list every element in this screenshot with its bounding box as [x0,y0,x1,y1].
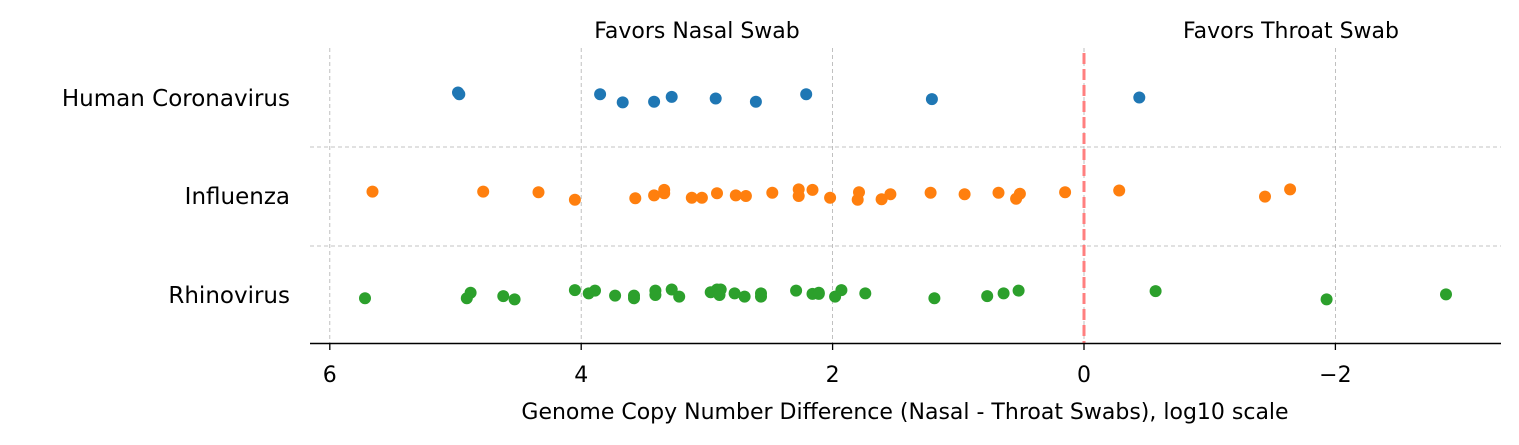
data-point [497,290,510,303]
x-tick-label: 2 [826,363,840,388]
data-point [851,193,864,206]
data-point [924,186,937,199]
annotation-favors-throat: Favors Throat Swab [1183,19,1399,44]
data-point [884,188,897,201]
category-label: Rhinovirus [168,283,290,309]
annotation-favors-nasal: Favors Nasal Swab [594,19,800,44]
data-point [958,188,971,201]
data-point [1010,192,1023,205]
data-point [812,287,825,300]
data-point [665,283,678,296]
data-point [709,92,722,105]
data-point [824,191,837,204]
data-point [589,284,601,297]
data-point [628,289,640,302]
data-point [792,190,805,202]
data-point [1149,285,1162,298]
data-point [649,289,662,301]
data-point [1259,190,1271,203]
data-point [1284,183,1297,196]
x-tick-label: 4 [574,363,588,388]
data-point [711,187,723,200]
data-point [673,290,686,303]
data-point [749,95,762,108]
data-point [508,293,521,306]
x-ticks: 6 4 2 0 −2 [323,343,1352,388]
x-tick-label: 0 [1077,363,1091,388]
data-point [594,88,607,101]
data-point [806,183,819,196]
data-point [997,287,1010,300]
data-point [859,287,872,300]
category-labels: Human Coronavirus Influenza Rhinovirus [62,86,290,309]
data-point [992,186,1005,199]
data-point [875,193,888,206]
data-point [460,292,473,305]
data-point [1320,293,1333,306]
data-point [629,192,642,205]
data-point [695,191,708,204]
data-point [925,93,938,106]
data-point [453,88,466,101]
data-point [981,290,994,303]
data-point [1440,288,1452,301]
data-point [1012,284,1025,297]
data-point [835,284,848,297]
data-point [1133,91,1146,104]
data-point [648,189,661,202]
x-tick-label: 6 [323,363,337,388]
data-point [729,189,742,202]
data-point [532,186,545,199]
data-point [766,186,779,199]
data-point [609,289,622,302]
data-point [1059,186,1072,199]
data-point [713,289,726,301]
category-label: Human Coronavirus [62,86,290,112]
data-point [685,191,698,204]
data-point [1113,184,1126,197]
x-tick-label: −2 [1319,363,1351,388]
data-point [568,284,581,297]
data-point [648,95,661,108]
data-point [755,290,767,303]
data-point [366,185,379,198]
data-point [477,185,490,198]
data-point [359,292,371,305]
data-point [800,88,813,101]
data-point [658,187,671,200]
data-points [359,86,1452,306]
grid-lines [310,48,1501,343]
data-point [790,284,803,297]
data-point [739,190,752,202]
data-point [738,290,751,303]
data-point [616,96,629,109]
category-label: Influenza [185,184,290,210]
data-point [568,193,581,206]
x-axis-label: Genome Copy Number Difference (Nasal - T… [521,400,1288,425]
data-point [665,90,678,103]
data-point [728,287,741,300]
data-point [928,292,941,305]
